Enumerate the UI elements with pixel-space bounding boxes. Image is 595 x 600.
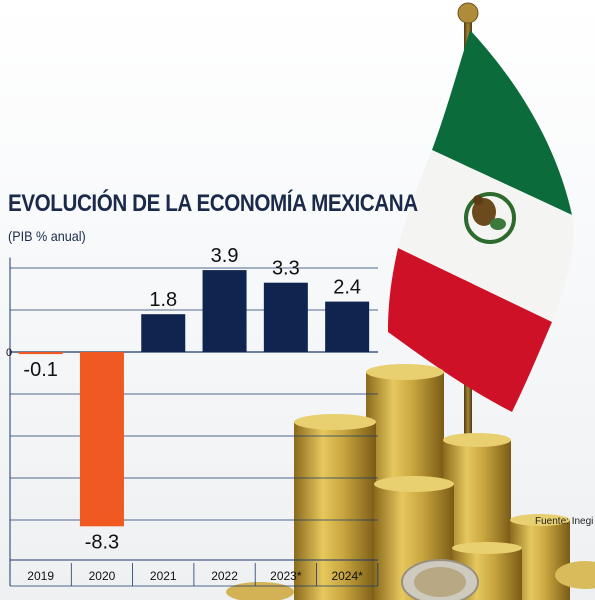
value-labels: -0.1 -8.3 1.8 3.9 3.3 2.4 xyxy=(23,245,361,553)
x-tick-2024*: 2024* xyxy=(331,569,363,583)
x-axis: 2019 2020 2021 2022 2023* 2024* xyxy=(10,563,379,587)
value-label-2022: 3.9 xyxy=(211,245,239,267)
chart-subtitle: (PIB % anual) xyxy=(8,228,86,244)
bar-2024* xyxy=(325,301,370,352)
coin-stacks-icon xyxy=(226,364,595,600)
bar-2022 xyxy=(202,270,247,352)
bars xyxy=(18,270,370,527)
value-label-2019: -0.1 xyxy=(23,359,57,381)
bar-2019 xyxy=(18,352,63,355)
zero-tick-label: 0 xyxy=(6,347,12,359)
mexican-flag-icon xyxy=(388,30,574,412)
value-label-2020: -8.3 xyxy=(85,531,119,553)
bar-2020 xyxy=(79,352,124,527)
gridlines xyxy=(9,257,378,586)
source-note: Fuente: Inegi xyxy=(535,516,594,527)
x-tick-2023*: 2023* xyxy=(270,569,302,583)
bar-2021 xyxy=(141,314,186,352)
value-label-2023*: 3.3 xyxy=(272,258,300,280)
value-label-2021: 1.8 xyxy=(149,289,177,311)
x-tick-2022: 2022 xyxy=(211,569,238,583)
chart-title: EVOLUCIÓN DE LA ECONOMÍA MEXICANA xyxy=(8,190,418,217)
x-tick-2019: 2019 xyxy=(27,569,54,583)
x-tick-2020: 2020 xyxy=(89,569,116,583)
bar-2023* xyxy=(263,282,308,352)
value-label-2024*: 2.4 xyxy=(333,277,361,299)
x-tick-2021: 2021 xyxy=(150,569,177,583)
